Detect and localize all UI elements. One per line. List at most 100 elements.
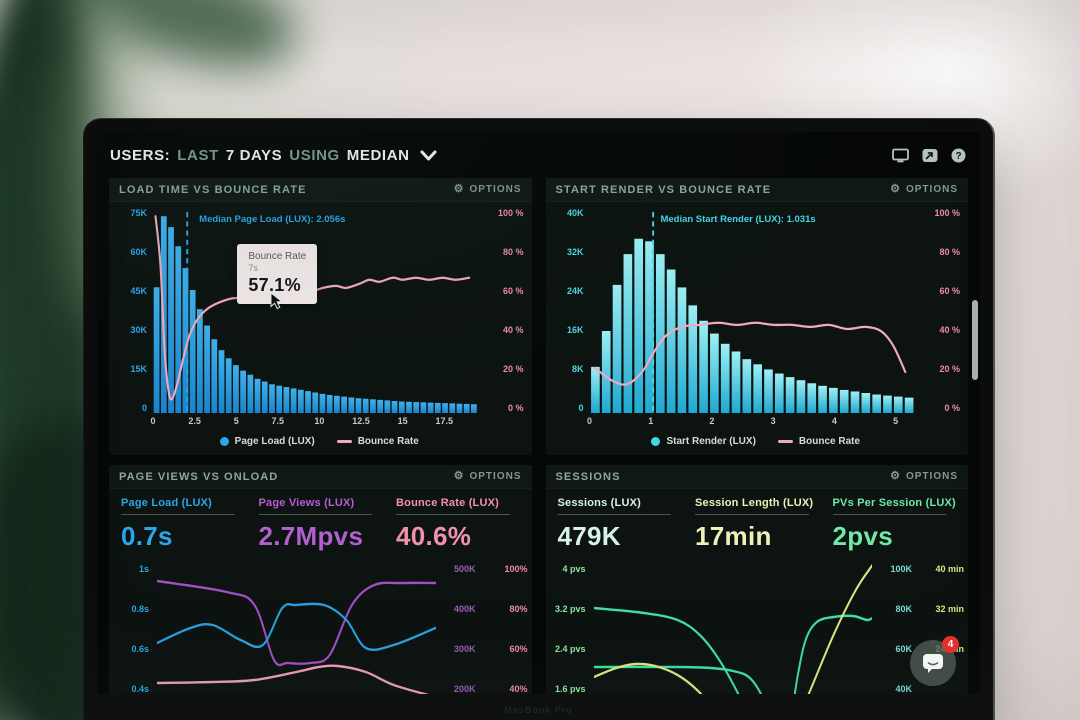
scrollbar-thumb[interactable] — [972, 300, 978, 380]
histogram-bar — [333, 395, 340, 413]
chevron-down-icon — [420, 149, 437, 162]
x-tick-label: 2 — [709, 416, 715, 426]
axis-tick-label: 80 % — [939, 247, 960, 257]
options-button[interactable]: ⚙ OPTIONS — [890, 470, 958, 483]
legend-item[interactable]: Page Load (LUX) — [219, 436, 315, 447]
options-button[interactable]: ⚙ OPTIONS — [453, 470, 522, 483]
title-7days: 7 DAYS — [225, 146, 283, 164]
metric-underline — [557, 514, 672, 515]
metric-pvs-per-session: PVs Per Session (LUX) 2pvs — [832, 497, 957, 552]
share-icon[interactable] — [922, 148, 938, 163]
histogram-bar — [828, 387, 838, 413]
axis-tick-row: 80K 32 min — [878, 604, 964, 614]
histogram-bar — [362, 398, 369, 413]
histogram-bar — [398, 401, 405, 413]
chart-plot-area[interactable]: Median Start Render (LUX): 1.031s — [590, 208, 915, 413]
panel-load-time: LOAD TIME VS BOUNCE RATE ⚙ OPTIONS 75K 60… — [109, 178, 532, 455]
tooltip-x-value: 7s — [248, 263, 258, 273]
x-tick-label: 12.5 — [352, 416, 370, 426]
panel-sessions: SESSIONS ⚙ OPTIONS Sessions (LUX) 479K — [545, 465, 968, 694]
series-line — [157, 579, 436, 667]
axis-tick-label: 1s — [138, 564, 149, 574]
metric-value: 479K — [557, 521, 621, 551]
help-icon[interactable]: ? — [951, 148, 966, 163]
histogram-bar — [341, 396, 347, 413]
chart-plot-area[interactable] — [157, 560, 436, 694]
axis-tick-label: 0 — [141, 403, 147, 413]
axis-tick-label: 0 % — [944, 403, 960, 413]
dashboard-screen: USERS: LAST 7 DAYS USING MEDIAN — [97, 132, 980, 694]
chart-plot-area[interactable] — [593, 560, 872, 694]
options-button[interactable]: ⚙ OPTIONS — [890, 184, 958, 196]
title-using: USING — [289, 146, 340, 164]
metric-page-load: Page Load (LUX) 0.7s — [121, 497, 245, 552]
gear-icon: ⚙ — [453, 470, 465, 482]
x-tick-label: 5 — [233, 416, 239, 426]
histogram-bar — [633, 238, 643, 413]
x-tick-label: 5 — [893, 416, 899, 426]
histogram-bar — [269, 384, 275, 413]
gear-icon: ⚙ — [890, 470, 901, 482]
metric-underline — [396, 514, 510, 515]
histogram-bar — [247, 374, 254, 413]
histogram-bar — [442, 403, 448, 413]
axis-tick-label: 500K — [453, 564, 476, 574]
x-tick-label: 15 — [397, 416, 408, 426]
histogram-bar — [850, 391, 859, 413]
header-toolbar: ? — [892, 148, 966, 163]
chat-widget-button[interactable]: 4 — [910, 636, 959, 686]
load-time-chart: 75K 60K 45K 30K 15K 0 Median Page Load (LUX):… — [109, 202, 532, 455]
options-button[interactable]: ⚙ OPTIONS — [454, 184, 522, 196]
axis-tick-row: 500K 100% — [442, 564, 528, 574]
histogram-bar — [240, 370, 247, 413]
histogram-bar — [225, 358, 232, 413]
laptop-brand-label: MacBook Pro — [504, 705, 573, 715]
chart-plot-area[interactable]: Median Page Load (LUX): 2.056s Bounce Ra… — [153, 208, 478, 413]
axis-tick-label: 32K — [566, 247, 584, 257]
legend-item[interactable]: Bounce Rate — [777, 436, 860, 447]
axis-tick-row: 300K 60% — [442, 644, 528, 654]
metric-underline — [832, 514, 947, 515]
metric-label: Session Length (LUX) — [695, 497, 814, 509]
series-line — [157, 602, 436, 651]
laptop: USERS: LAST 7 DAYS USING MEDIAN — [83, 118, 995, 720]
histogram-bar — [261, 381, 268, 413]
axis-tick-label: 30K — [130, 325, 147, 335]
axis-tick-row: 400K 80% — [442, 604, 528, 614]
x-axis: 0 1 2 3 4 5 — [586, 413, 915, 429]
axis-tick-label: 1.6 pvs — [554, 684, 586, 694]
histogram-bar — [666, 269, 675, 413]
x-tick-label: 3 — [770, 416, 776, 426]
bounce-rate-line — [593, 321, 906, 386]
monitor-icon[interactable] — [892, 148, 909, 163]
histogram-bar — [420, 402, 427, 413]
filter-title-dropdown[interactable]: USERS: LAST 7 DAYS USING MEDIAN — [110, 147, 437, 164]
x-tick-label: 0 — [586, 416, 593, 426]
histogram-bar — [601, 331, 611, 413]
axis-tick-label: 40 % — [939, 325, 960, 335]
axis-tick-label: 24K — [566, 286, 584, 296]
panel-title: SESSIONS — [555, 470, 621, 483]
axis-tick-label: 100% — [504, 564, 528, 574]
histogram-bar — [742, 359, 751, 413]
histogram-bar — [182, 268, 189, 413]
axis-tick-label: 60 % — [502, 286, 524, 296]
legend-item[interactable]: Bounce Rate — [336, 436, 419, 447]
axis-tick-label: 80 % — [502, 247, 524, 257]
metric-label: PVs Per Session (LUX) — [832, 497, 956, 509]
axis-tick-label: 40% — [509, 684, 528, 694]
legend-item[interactable]: Start Render (LUX) — [651, 436, 756, 447]
histogram-bar — [471, 404, 477, 413]
axis-tick-label: 0 — [578, 403, 584, 413]
histogram-bar — [153, 287, 160, 413]
median-annotation: Median Page Load (LUX): 2.056s — [199, 214, 346, 225]
metric-bounce-rate: Bounce Rate (LUX) 40.6% — [396, 497, 520, 552]
x-tick-label: 10 — [314, 416, 325, 426]
chart-legend: Start Render (LUX) Bounce Rate — [550, 429, 963, 453]
legend-dot-marker — [219, 436, 229, 446]
series-line — [593, 563, 872, 694]
y-axis-left: 4 pvs 3.2 pvs 2.4 pvs 1.6 pvs — [546, 560, 594, 694]
histogram-bar — [348, 397, 355, 413]
axis-tick-label: 40 % — [502, 325, 524, 335]
